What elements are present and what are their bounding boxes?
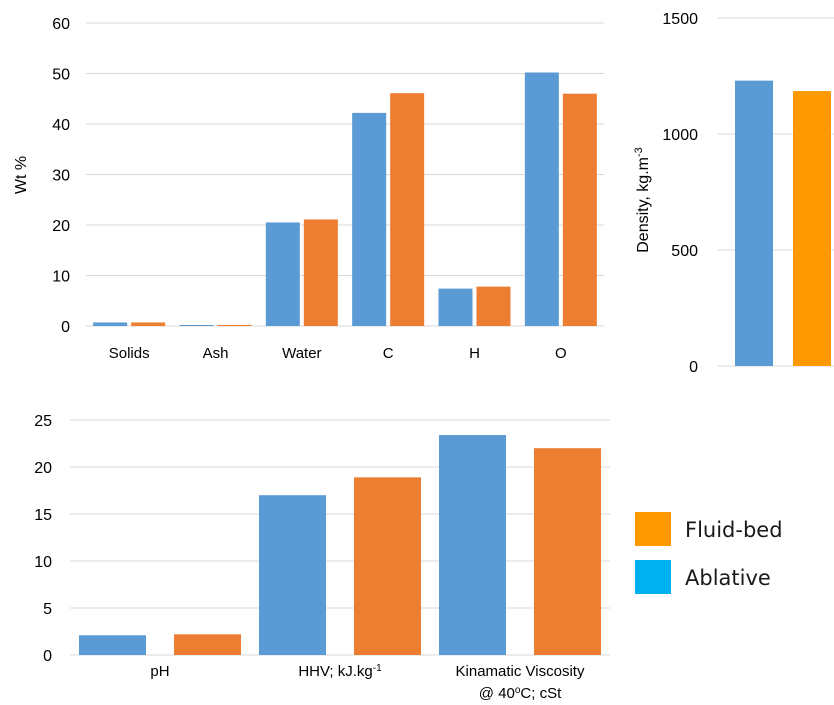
properties-bar-fluid: [354, 477, 421, 655]
properties-y-tick-label: 25: [34, 413, 52, 430]
properties-x-tick-text: @ 40: [479, 685, 515, 702]
composition-y-tick-label: 10: [52, 269, 70, 286]
composition-x-tick-label: Water: [282, 345, 321, 362]
legend: Fluid-bed Ablative: [635, 512, 783, 594]
properties-y-tick-label: 0: [43, 648, 52, 665]
properties-y-tick-label: 5: [43, 601, 52, 618]
density-y-axis-title-superscript: -3: [633, 147, 645, 157]
composition-bar-fluid: [131, 322, 166, 326]
properties-y-tick-label: 15: [34, 507, 52, 524]
properties-x-tick-text: Kinamatic Viscosity: [456, 663, 585, 680]
composition-bar-ablative: [352, 112, 387, 326]
composition-bar-fluid: [476, 286, 511, 326]
legend-swatch-fluid-bed: [635, 512, 671, 546]
composition-y-tick-label: 20: [52, 218, 70, 235]
legend-swatch-ablative: [635, 560, 671, 594]
properties-bar-fluid: [174, 634, 241, 655]
properties-y-tick-label: 10: [34, 554, 52, 571]
properties-x-tick-label: HHV; kJ.kg-1: [298, 663, 382, 681]
properties-x-tick-label: pH: [150, 663, 169, 680]
composition-y-tick-label: 60: [52, 16, 70, 33]
composition-bar-ablative: [265, 222, 300, 326]
composition-bar-fluid: [390, 93, 425, 326]
density-bar-ablative: [735, 80, 773, 366]
density-y-tick-label: 1000: [662, 127, 698, 144]
properties-y-tick-label: 20: [34, 460, 52, 477]
density-y-axis-title: Density, kg.m-3: [633, 147, 652, 253]
density-y-tick-label: 500: [671, 243, 698, 260]
properties-bar-ablative: [79, 635, 146, 655]
composition-y-axis-title: Wt %: [13, 156, 30, 194]
composition-x-tick-label: Solids: [109, 345, 150, 362]
composition-y-tick-label: 0: [61, 319, 70, 336]
composition-x-tick-label: O: [555, 345, 567, 362]
legend-label-fluid-bed: Fluid-bed: [685, 518, 783, 542]
properties-bar-fluid: [534, 448, 601, 655]
density-y-tick-label: 0: [689, 359, 698, 376]
properties-x-tick-text: C; cSt: [520, 685, 562, 702]
legend-label-ablative: Ablative: [685, 566, 771, 590]
composition-bar-fluid: [303, 219, 338, 326]
composition-y-tick-label: 30: [52, 168, 70, 185]
properties-x-tick-label: Kinamatic Viscosity: [456, 663, 585, 680]
composition-bar-ablative: [524, 72, 559, 327]
properties-x-tick-text: pH: [150, 663, 169, 680]
density-chart: 0 500 1000 1500 Density, kg.m-3: [633, 11, 834, 376]
composition-chart: 0 10 20 30 40 50 60 Wt % Solids Ash Water C H O: [13, 16, 604, 362]
density-y-tick-label: 1500: [662, 11, 698, 28]
composition-x-tick-label: C: [383, 345, 394, 362]
composition-bar-fluid: [217, 324, 252, 326]
composition-bar-ablative: [179, 324, 214, 326]
composition-x-tick-label: Ash: [203, 345, 229, 362]
composition-x-tick-label: H: [469, 345, 480, 362]
density-bar-density_fluid: [793, 91, 831, 366]
properties-chart: 0 5 10 15 20 25 pH HHV; kJ.kg-1 Kinamatic Viscos…: [34, 413, 610, 702]
properties-x-tick-label: @ 40oC; cSt: [479, 685, 562, 703]
properties-x-tick-text: HHV; kJ.kg: [298, 663, 372, 680]
properties-x-tick-superscript: -1: [373, 663, 382, 674]
composition-bar-fluid: [562, 93, 597, 326]
properties-bar-ablative: [259, 495, 326, 655]
composition-y-tick-label: 40: [52, 117, 70, 134]
properties-bar-ablative: [439, 435, 506, 655]
properties-x-tick-superscript: o: [515, 685, 521, 696]
composition-bar-ablative: [438, 288, 473, 326]
composition-bar-ablative: [93, 322, 128, 326]
composition-y-tick-label: 50: [52, 67, 70, 84]
